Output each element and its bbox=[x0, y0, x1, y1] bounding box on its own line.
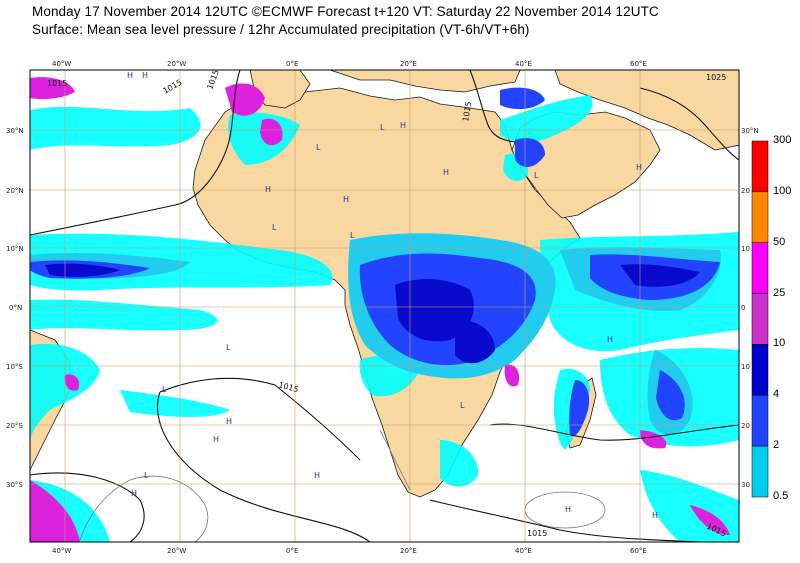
high-pressure-marker: H bbox=[400, 121, 406, 130]
colorbar-segment bbox=[751, 191, 769, 243]
low-pressure-marker: L bbox=[460, 401, 465, 410]
precipitation-colorbar bbox=[751, 140, 769, 498]
lon-tick-label: 20°W bbox=[167, 547, 186, 555]
isobar-label: 1015 bbox=[527, 529, 547, 538]
colorbar-segment bbox=[751, 445, 769, 498]
pressure-centers: H H H L L H H L H H L H H L L H H L H L … bbox=[127, 71, 658, 520]
lat-tick-label: 20°N bbox=[6, 187, 24, 195]
high-pressure-marker: H bbox=[142, 71, 148, 80]
lon-tick-label: 0°E bbox=[286, 60, 298, 68]
isobar-lines bbox=[30, 70, 739, 542]
colorbar-level-label: 50 bbox=[773, 235, 786, 248]
high-pressure-marker: H bbox=[314, 471, 320, 480]
low-pressure-marker: L bbox=[350, 231, 355, 240]
isobar-label: 1015 bbox=[461, 101, 473, 123]
low-pressure-marker: L bbox=[162, 385, 167, 394]
lat-tick-label: 20 bbox=[741, 187, 750, 195]
lat-labels-right: 30°N 20 10 0 10 20 30 bbox=[741, 127, 759, 489]
lon-labels-bottom: 40°W 20°W 0°E 20°E 40°E 60°E bbox=[52, 547, 647, 555]
low-pressure-marker: L bbox=[534, 171, 539, 180]
lat-tick-label: 0 bbox=[741, 304, 745, 312]
lon-tick-label: 40°E bbox=[515, 60, 532, 68]
lon-tick-label: 20°E bbox=[400, 60, 417, 68]
lon-tick-label: 20°W bbox=[167, 60, 186, 68]
colorbar-level-label: 10 bbox=[773, 337, 786, 350]
lat-tick-label: 10 bbox=[741, 363, 750, 371]
map-title-line-1: Monday 17 November 2014 12UTC ©ECMWF For… bbox=[32, 4, 659, 19]
colorbar-level-label: 4 bbox=[773, 388, 780, 401]
lat-tick-label: 30°N bbox=[741, 127, 759, 135]
colorbar-segment bbox=[751, 293, 769, 345]
low-pressure-marker: L bbox=[380, 123, 385, 132]
colorbar-segment bbox=[751, 242, 769, 294]
colorbar-level-label: 0.5 bbox=[773, 490, 789, 502]
colorbar-segment bbox=[751, 395, 769, 447]
map-title-line-2: Surface: Mean sea level pressure / 12hr … bbox=[32, 22, 530, 37]
high-pressure-marker: H bbox=[607, 335, 613, 344]
lat-tick-label: 0°N bbox=[9, 304, 22, 312]
colorbar-segment bbox=[751, 140, 769, 193]
lat-tick-label: 30 bbox=[741, 481, 750, 489]
lat-tick-label: 10°S bbox=[6, 363, 23, 371]
low-pressure-marker: L bbox=[226, 343, 231, 352]
colorbar-level-label: 300 bbox=[773, 134, 792, 146]
high-pressure-marker: H bbox=[127, 71, 133, 80]
lon-labels-top: 40°W 20°W 0°E 20°E 40°E 60°E bbox=[52, 60, 647, 68]
lon-tick-label: 60°E bbox=[630, 547, 647, 555]
lon-tick-label: 0°E bbox=[286, 547, 298, 555]
lat-tick-label: 30°S bbox=[6, 481, 23, 489]
secondary-isobars bbox=[79, 429, 606, 542]
low-pressure-marker: L bbox=[316, 143, 321, 152]
lon-tick-label: 60°E bbox=[630, 60, 647, 68]
isobar-label: 1025 bbox=[706, 73, 726, 82]
high-pressure-marker: H bbox=[343, 195, 349, 204]
lon-tick-label: 20°E bbox=[400, 547, 417, 555]
colorbar-level-label: 2 bbox=[773, 439, 780, 452]
colorbar-segment bbox=[751, 344, 769, 396]
map-frame bbox=[29, 69, 740, 543]
colorbar-level-label: 25 bbox=[773, 286, 786, 299]
high-pressure-marker: H bbox=[636, 163, 642, 172]
high-pressure-marker: H bbox=[213, 435, 219, 444]
graticule bbox=[30, 70, 739, 542]
low-pressure-marker: L bbox=[272, 223, 277, 232]
high-pressure-marker: H bbox=[265, 185, 271, 194]
lat-labels-left: 30°N 20°N 10°N 0°N 10°S 20°S 30°S bbox=[6, 127, 24, 489]
isobar-label: 1015 bbox=[47, 79, 67, 88]
lat-tick-label: 30°N bbox=[6, 127, 24, 135]
high-pressure-marker: H bbox=[131, 489, 137, 498]
lat-tick-label: 20°S bbox=[6, 422, 23, 430]
lat-tick-label: 10 bbox=[741, 245, 750, 253]
colorbar-level-label: 100 bbox=[773, 184, 792, 197]
lon-tick-label: 40°W bbox=[52, 547, 71, 555]
high-pressure-marker: H bbox=[443, 168, 449, 177]
lat-tick-label: 20 bbox=[741, 422, 750, 430]
high-pressure-marker: H bbox=[652, 511, 658, 520]
high-pressure-marker: H bbox=[226, 417, 232, 426]
lon-tick-label: 40°W bbox=[52, 60, 71, 68]
high-pressure-marker: H bbox=[565, 505, 571, 514]
precip-intense bbox=[30, 77, 730, 542]
low-pressure-marker: L bbox=[144, 471, 149, 480]
lon-tick-label: 40°E bbox=[515, 547, 532, 555]
lat-tick-label: 10°N bbox=[6, 245, 24, 253]
